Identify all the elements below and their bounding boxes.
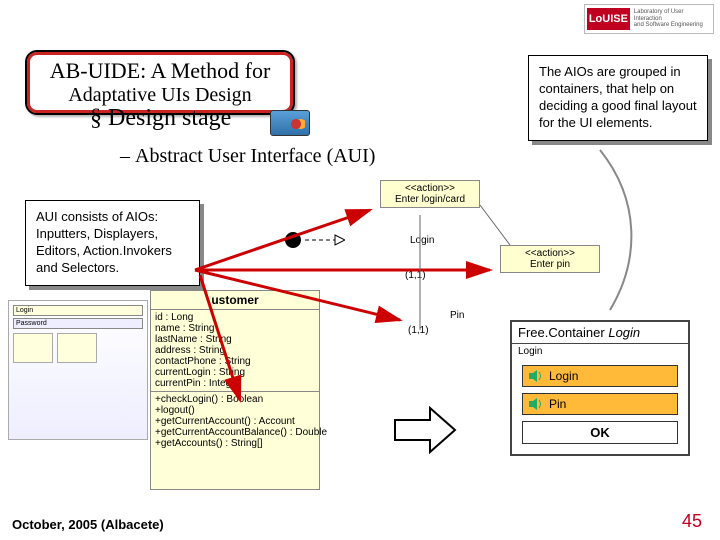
subsection-heading: – Abstract User Interface (AUI): [120, 145, 375, 168]
uml-attr: address : String: [155, 345, 315, 356]
uml-attr: name : String: [155, 323, 315, 334]
free-container-sub: Login: [512, 344, 688, 359]
footer-date: October, 2005 (Albacete): [12, 517, 164, 532]
uml-op: +checkLogin() : Boolean: [155, 394, 315, 405]
logo: LoUISE Laboratory of User Interaction an…: [584, 4, 714, 34]
uml-operations: +checkLogin() : Boolean+logout()+getCurr…: [151, 392, 319, 451]
free-item-pin[interactable]: Pin: [522, 393, 678, 415]
thumbnail-diagram: Login Password: [8, 300, 148, 440]
uml-attr: currentPin : Integer: [155, 378, 315, 389]
ok-button[interactable]: OK: [522, 421, 678, 444]
free-container-title: Free.Container Login: [512, 322, 688, 344]
callout-aios: AUI consists of AIOs: Inputters, Display…: [25, 200, 200, 286]
callout-grouping: The AIOs are grouped in containers, that…: [528, 55, 708, 141]
uml-attr: id : Long: [155, 312, 315, 323]
uml-attributes: id : Longname : StringlastName : Stringa…: [151, 310, 319, 392]
credit-card-icon: [270, 110, 310, 136]
edge-label-login: Login: [410, 235, 434, 246]
sound-icon: [529, 398, 543, 410]
free-container-box: Free.Container Login Login Login Pin OK: [510, 320, 690, 456]
wide-arrow-icon: [390, 400, 460, 460]
sound-icon: [529, 370, 543, 382]
action-enter-pin: <<action>> Enter pin: [500, 245, 600, 273]
multiplicity-1: (1,1): [405, 270, 426, 281]
edge-label-pin: Pin: [450, 310, 464, 321]
free-item-login[interactable]: Login: [522, 365, 678, 387]
uml-op: +getCurrentAccount() : Account: [155, 416, 315, 427]
uml-attr: lastName : String: [155, 334, 315, 345]
action-enter-login: <<action>> Enter login/card: [380, 180, 480, 208]
title-line-2: Adaptative UIs Design: [37, 84, 283, 107]
title-line-1: AB-UIDE: A Method for: [37, 58, 283, 84]
initial-state-dot: [285, 232, 301, 248]
uml-op: +logout(): [155, 405, 315, 416]
multiplicity-2: (1,1): [408, 325, 429, 336]
transition-arrow-icon: [305, 232, 345, 248]
section-heading: § Design stage: [90, 105, 231, 132]
logo-badge: LoUISE: [587, 8, 630, 30]
slide-number: 45: [682, 511, 702, 532]
uml-op: +getAccounts() : String[]: [155, 438, 315, 449]
uml-op: +getCurrentAccountBalance() : Double: [155, 427, 315, 438]
uml-class-customer: ustomer id : Longname : StringlastName :…: [150, 290, 320, 490]
uml-class-name: ustomer: [151, 291, 319, 310]
uml-attr: currentLogin : String: [155, 367, 315, 378]
logo-subtext: Laboratory of User Interaction and Softw…: [634, 9, 711, 29]
uml-attr: contactPhone : String: [155, 356, 315, 367]
